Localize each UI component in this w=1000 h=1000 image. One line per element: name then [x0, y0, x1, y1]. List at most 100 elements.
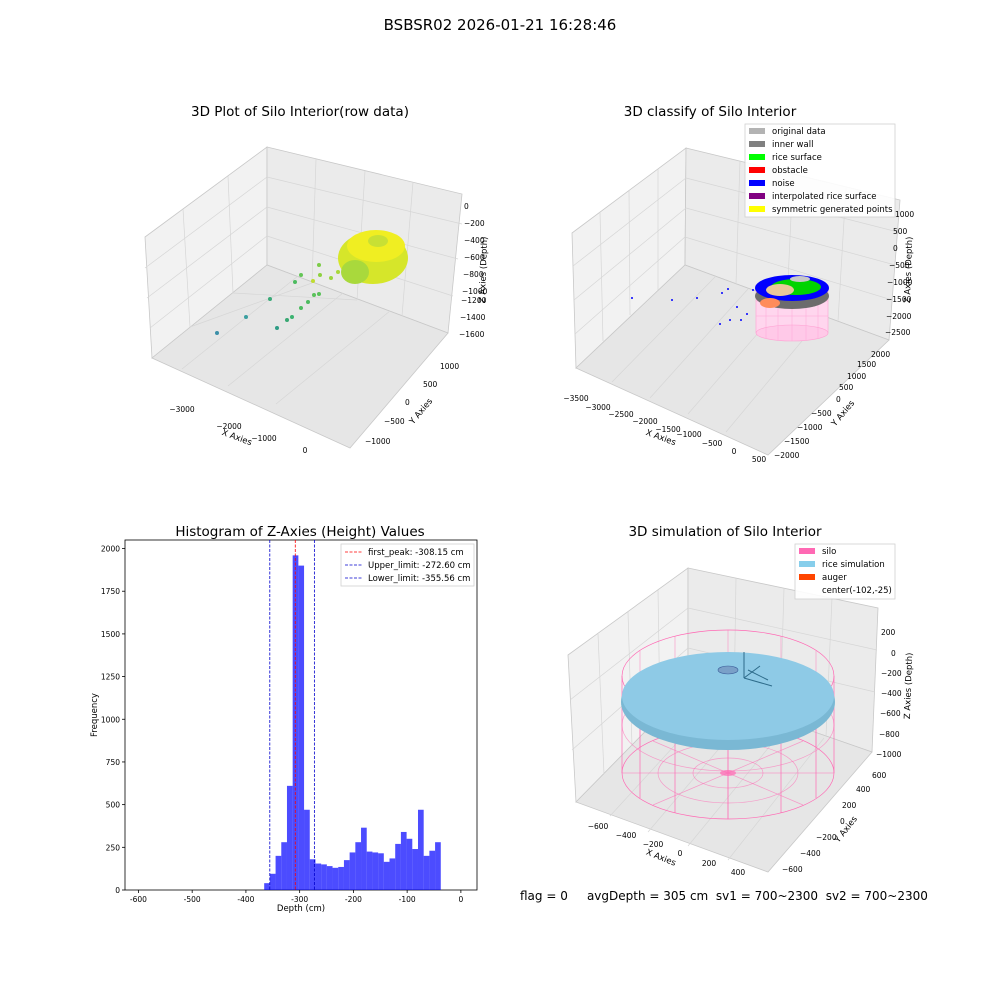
- panel4-z-tick: −200: [881, 669, 902, 678]
- legend-label-first-peak: first_peak: -308.15 cm: [368, 548, 464, 558]
- panel1-3d-plot: 0 −200 −400 −600 −800 −1000 −1200 −1400 …: [144, 146, 490, 455]
- panel2-z-tick: −1500: [886, 295, 912, 304]
- histogram-bar: [343, 860, 350, 890]
- panel1-z-ticks: 0 −200 −400 −600 −800 −1000 −1200 −1400 …: [459, 202, 488, 339]
- histogram-y-tick: 1000: [101, 715, 120, 724]
- panel2-3d-plot: original data inner wall rice surface ob…: [563, 123, 915, 464]
- panel2-x-tick: −500: [702, 439, 723, 448]
- histogram-bar: [400, 831, 407, 890]
- panel4-legend: silo rice simulation auger center(-102,-…: [794, 543, 896, 600]
- status-avg-depth: avgDepth = 305 cm: [586, 889, 709, 903]
- histogram-x-tick: -100: [399, 895, 416, 904]
- histogram-bar: [435, 842, 441, 890]
- panel2-z-tick: −500: [889, 261, 910, 270]
- legend-label-symmetric: symmetric generated points: [772, 205, 893, 215]
- legend-swatch-rice-simulation: [799, 561, 815, 567]
- histogram-bar: [366, 851, 373, 890]
- legend-label-rice-surface: rice surface: [772, 153, 822, 163]
- panel1-z-tick: −400: [464, 236, 485, 245]
- status-sv2: sv2 = 700~2300: [825, 889, 928, 903]
- histogram-bar: [412, 849, 418, 890]
- legend-label-inner-wall: inner wall: [772, 140, 813, 150]
- histogram-x-tick: -600: [130, 895, 147, 904]
- histogram-x-tick: -200: [345, 895, 362, 904]
- panel2-y-tick: 1000: [847, 372, 866, 381]
- panel4-x-ticks: −600 −400 −200 0 200 400: [588, 822, 746, 877]
- histogram-bar: [275, 855, 282, 890]
- panel2-z-tick: −2500: [885, 328, 911, 337]
- panel2-points: [631, 275, 829, 342]
- panel2-y-label: Y Axies: [829, 398, 857, 429]
- histogram-x-tick: -300: [291, 895, 308, 904]
- panel4-y-tick: 200: [842, 801, 857, 810]
- panel2-z-tick: −1000: [887, 278, 913, 287]
- panel1-z-tick: −200: [464, 219, 485, 228]
- panel1-y-tick: 500: [423, 380, 438, 389]
- panel1-z-tick: −1200: [461, 296, 487, 305]
- histogram-y-tick: 750: [106, 758, 121, 767]
- panel4-z-tick: −1000: [876, 750, 902, 759]
- histogram-x-tick: 0: [458, 895, 463, 904]
- panel4-y-tick: 600: [872, 771, 887, 780]
- panel2-x-tick: −1000: [676, 430, 702, 439]
- status-line: flag = 0 avgDepth = 305 cm sv1 = 700~230…: [520, 889, 928, 903]
- legend-swatch-symmetric: [749, 206, 765, 212]
- panel1-x-label: X Axies: [220, 428, 253, 448]
- panel1-x-tick: −2000: [216, 422, 242, 431]
- panel4-y-tick: −600: [782, 865, 803, 874]
- panel2-x-tick: 500: [752, 455, 767, 464]
- histogram-bar: [378, 853, 384, 890]
- legend-label-auger: auger: [822, 573, 847, 583]
- histogram-y-label: Frequency: [90, 693, 100, 737]
- panel4-y-label: Y Axies: [832, 814, 860, 846]
- panel1-y-tick: 0: [405, 398, 410, 407]
- panel1-z-tick: −600: [464, 253, 485, 262]
- panel2-y-tick: 1500: [857, 360, 876, 369]
- panel2-z-label: Z Axies (Depth): [903, 236, 915, 303]
- panel2-x-tick: −3000: [585, 403, 611, 412]
- panel4-z-tick: 200: [881, 628, 896, 637]
- panel2-y-tick: −2000: [774, 451, 800, 460]
- histogram-bar: [326, 866, 333, 890]
- panel2-y-tick: 2000: [871, 350, 890, 359]
- panel2-z-tick: 1000: [895, 210, 914, 219]
- histogram-bar: [429, 850, 436, 890]
- histogram-bar: [338, 866, 344, 890]
- histogram-bar: [355, 842, 362, 890]
- panel4-auger: [743, 652, 773, 687]
- status-flag: flag = 0: [520, 889, 568, 903]
- histogram-legend: first_peak: -308.15 cm Upper_limit: -272…: [340, 543, 475, 587]
- panel2-x-tick: −2000: [632, 417, 658, 426]
- histogram-bar: [286, 785, 293, 890]
- panel2-x-tick: −3500: [563, 394, 589, 403]
- histogram-chart: -600 -500 -400 -300 -200 -100 0 0 250 500 750 1000…: [90, 539, 478, 914]
- panel2-y-tick: −1500: [784, 437, 810, 446]
- panel2-title: 3D classify of Silo Interior: [623, 104, 797, 120]
- panel1-x-tick: 0: [303, 446, 308, 455]
- legend-label-lower-limit: Lower_limit: -355.56 cm: [368, 574, 470, 584]
- panel1-x-tick: −1000: [251, 434, 277, 443]
- status-sv1: sv1 = 700~2300: [715, 889, 819, 903]
- panel1-y-label: Y Axies: [407, 396, 435, 427]
- histogram-y-tick: 1750: [101, 587, 120, 596]
- legend-label-silo: silo: [822, 547, 836, 557]
- panel4-z-label: Z Axies (Depth): [903, 652, 915, 719]
- panel4-center-marker: [717, 665, 739, 675]
- panel2-legend: original data inner wall rice surface ob…: [744, 123, 896, 218]
- panel1-z-tick: 0: [464, 202, 469, 211]
- panel1-points: [215, 230, 408, 335]
- histogram-bar: [298, 565, 305, 890]
- panel4-title: 3D simulation of Silo Interior: [628, 524, 822, 540]
- legend-swatch-obstacle: [749, 167, 765, 173]
- panel4-y-tick: −400: [800, 849, 821, 858]
- histogram-y-tick: 2000: [101, 545, 120, 554]
- panel4-x-tick: −200: [643, 840, 664, 849]
- panel2-grid: [572, 160, 899, 433]
- legend-label-upper-limit: Upper_limit: -272.60 cm: [368, 561, 471, 571]
- panel4-x-tick: −400: [616, 831, 637, 840]
- histogram-bar: [304, 809, 310, 890]
- legend-swatch-noise: [749, 180, 765, 186]
- panel2-y-tick: 0: [836, 395, 841, 404]
- histogram-y-tick: 500: [106, 801, 121, 810]
- panel4-rice-surface: [622, 652, 834, 740]
